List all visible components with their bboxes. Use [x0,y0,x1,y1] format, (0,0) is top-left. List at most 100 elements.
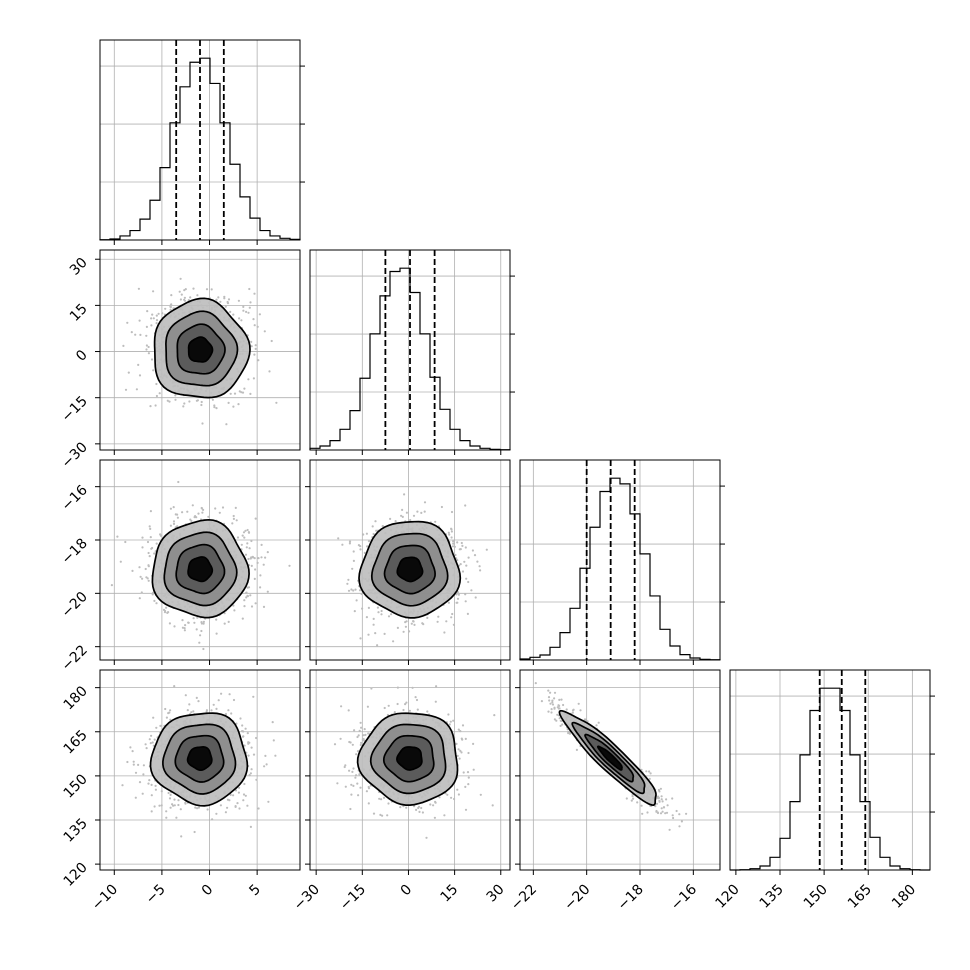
scatter-point [226,806,229,809]
scatter-point [350,588,353,591]
scatter-point [405,806,408,809]
scatter-point [549,691,552,694]
scatter-point [200,400,203,404]
scatter-point [380,609,383,613]
scatter-point [403,493,406,496]
scatter-point [197,806,200,809]
scatter-point [159,533,162,536]
scatter-point [169,806,172,809]
scatter-point [207,515,210,518]
scatter-point [186,709,189,712]
scatter-point [372,812,376,815]
scatter-point [151,313,154,316]
scatter-point [381,814,384,817]
density-panel-2-3 [515,669,721,875]
x-tick-label: −15 [337,882,369,914]
scatter-point [685,812,688,815]
scatter-point [155,602,158,605]
scatter-point [150,358,154,361]
density-panel-0-1 [95,249,301,455]
scatter-point [646,811,649,814]
scatter-point [179,808,182,811]
scatter-point [459,730,462,733]
scatter-point [225,423,228,426]
scatter-point [242,793,246,796]
scatter-point [179,298,182,301]
scatter-point [351,743,354,746]
scatter-point [174,513,177,516]
scatter-point [659,787,663,790]
scatter-point [215,298,218,301]
scatter-point [241,391,245,394]
scatter-point [193,830,196,834]
scatter-point [665,811,669,814]
scatter-point [124,388,128,391]
scatter-point [383,706,386,710]
scatter-point [571,711,574,714]
scatter-point [551,701,554,704]
scatter-point [458,548,461,551]
scatter-point [144,743,147,746]
scatter-point [357,794,360,797]
scatter-point [464,546,467,549]
scatter-point [264,754,267,758]
contour-level-3 [358,520,462,619]
scatter-point [456,591,460,594]
scatter-point [423,501,427,504]
scatter-point [248,774,251,777]
scatter-point [232,794,235,797]
scatter-point [257,359,260,362]
scatter-point [553,718,557,721]
scatter-point [396,686,399,689]
scatter-point [401,508,404,511]
scatter-point [124,540,127,544]
scatter-point [235,519,238,522]
scatter-point [455,742,458,746]
scatter-point [256,561,259,565]
contour-level-3 [153,297,251,399]
scatter-point [479,569,482,572]
scatter-point [215,407,218,410]
scatter-point [356,735,359,739]
scatter-point [433,816,436,819]
scatter-point [376,644,379,647]
scatter-point [245,591,248,594]
density-fill-3 [188,337,213,362]
scatter-point [436,620,439,623]
x-tick-label: 165 [845,882,875,912]
scatter-point [157,312,160,315]
scatter-point [245,546,248,549]
scatter-point [478,565,481,568]
scatter-point [268,370,271,373]
contour-level-1 [175,543,226,595]
scatter-point [449,720,452,723]
scatter-point [352,550,355,553]
scatter-point [446,793,449,796]
scatter-point [227,709,230,712]
x-tick-label: 30 [484,882,508,906]
scatter-point [355,599,358,602]
scatter-point [366,545,369,548]
scatter-point [429,803,432,806]
scatter-point [259,574,262,577]
scatter-point [210,709,213,712]
x-tick-label: 180 [889,882,919,912]
scatter-point [131,569,134,573]
scatter-point [386,814,389,817]
scatter-point [193,516,196,519]
scatter-point [402,708,405,712]
scatter-point [181,511,184,514]
scatter-point [145,747,148,750]
scatter-point [356,750,360,753]
scatter-point [161,312,164,315]
scatter-point [217,296,220,299]
panel-frame [99,39,301,241]
scatter-point [412,620,415,623]
scatter-point [187,621,190,624]
scatter-point [353,610,356,613]
scatter-point [254,602,257,605]
x-tick-label: −10 [89,882,121,914]
scatter-point [221,506,225,509]
contour-level-0 [187,336,214,363]
scatter-point [658,800,661,803]
